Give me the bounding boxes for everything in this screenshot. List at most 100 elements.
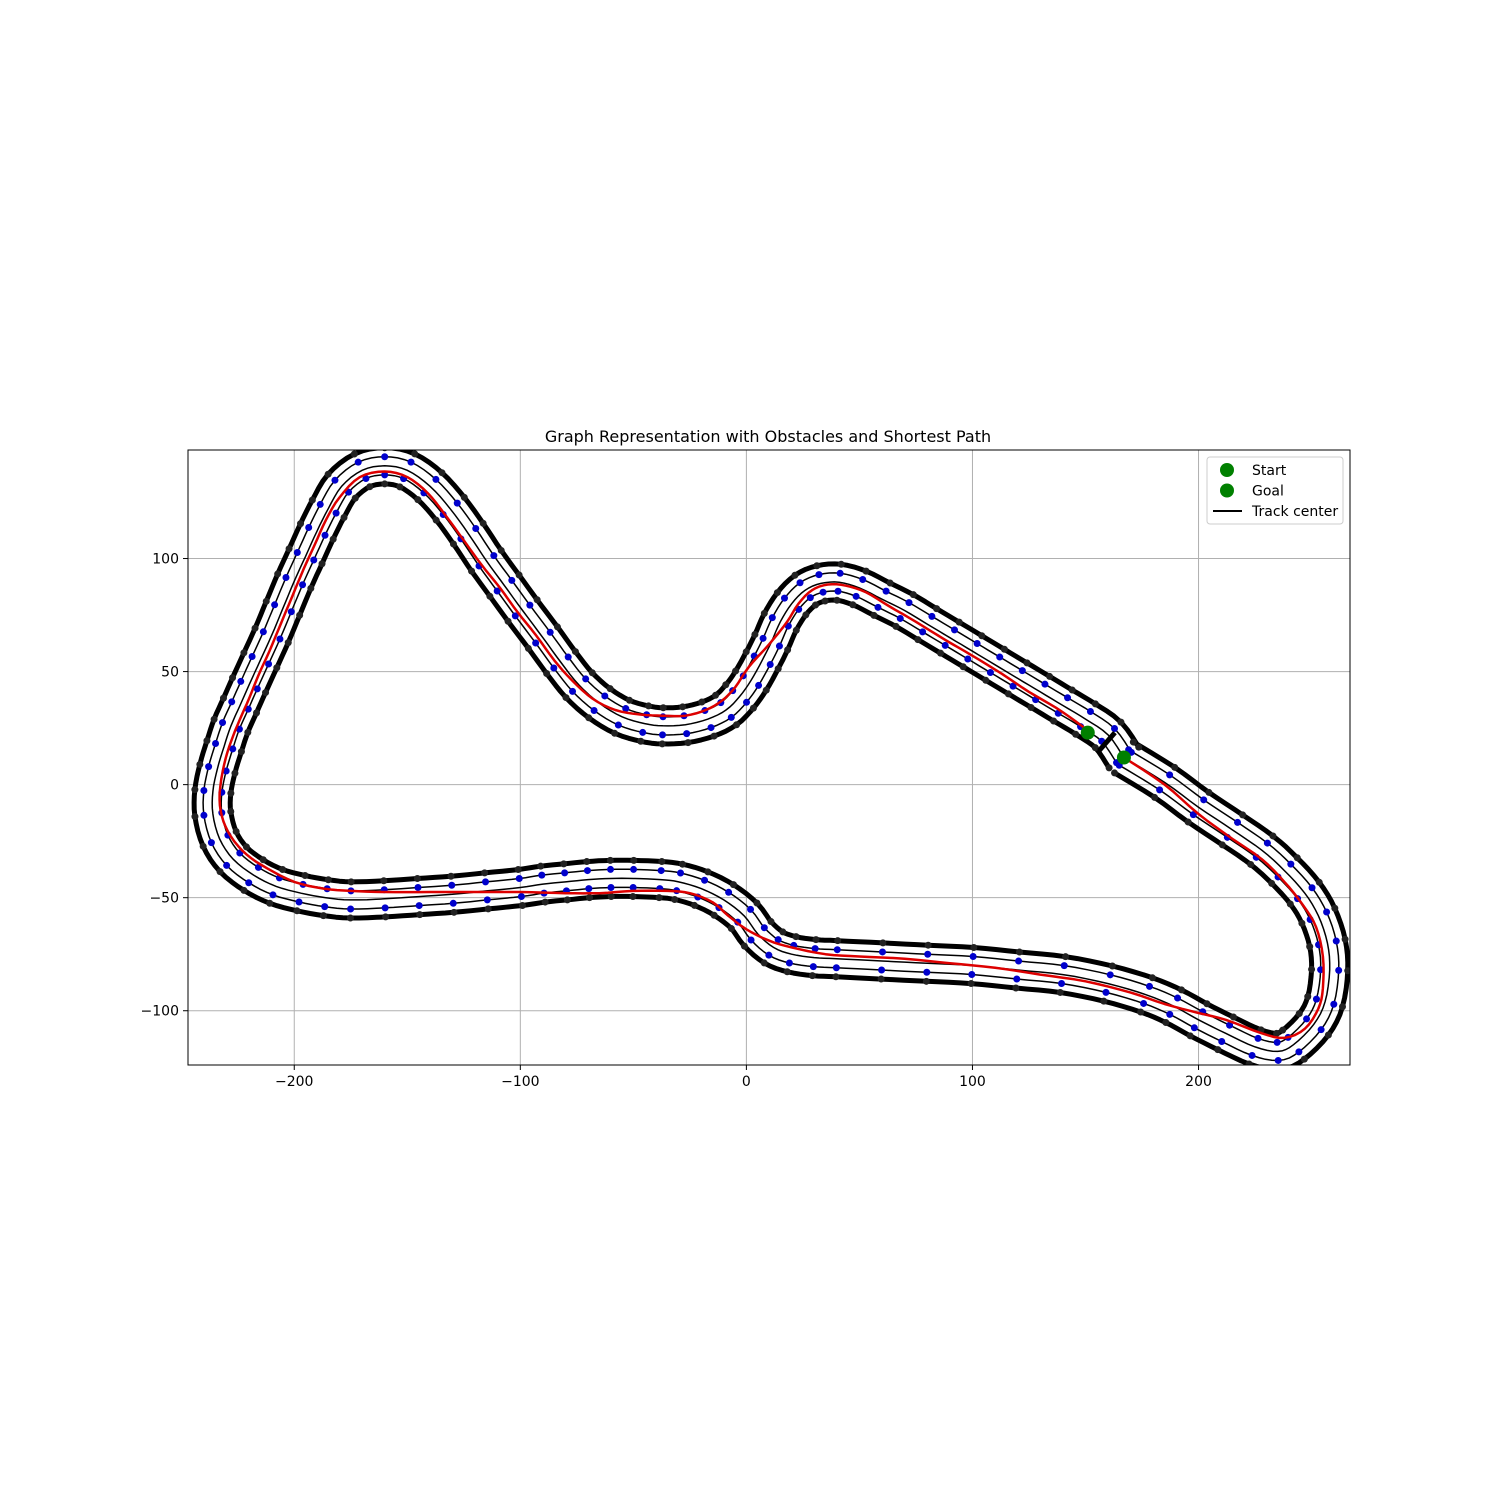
boundary-node (698, 698, 706, 706)
graph-node (607, 884, 615, 892)
y-tick-label: 0 (170, 778, 179, 794)
graph-node (878, 948, 886, 956)
boundary-node (1184, 818, 1192, 826)
boundary-node (329, 535, 337, 543)
graph-node (996, 653, 1004, 661)
graph-node (1166, 1010, 1174, 1018)
graph-node (1009, 682, 1017, 690)
boundary-node (1129, 738, 1137, 746)
boundary-node (629, 893, 637, 901)
boundary-node (229, 674, 237, 682)
graph-node (287, 608, 295, 616)
boundary-node (347, 878, 355, 886)
boundary-node (196, 760, 204, 768)
boundary-node (802, 611, 810, 619)
x-tick-label: 0 (742, 1074, 751, 1090)
graph-node (569, 687, 577, 695)
boundary-node (301, 872, 309, 880)
boundary-node (704, 868, 712, 876)
graph-node (859, 576, 867, 584)
boundary-node (497, 546, 505, 554)
boundary-node (1229, 1013, 1237, 1021)
graph-node (785, 959, 793, 967)
boundary-node (1027, 703, 1035, 711)
graph-node (228, 698, 236, 706)
graph-node (677, 869, 685, 877)
graph-node (245, 879, 253, 887)
boundary-node (1015, 948, 1023, 956)
boundary-node (774, 665, 782, 673)
boundary-node (1151, 793, 1159, 801)
boundary-node (450, 908, 458, 916)
graph-node (453, 499, 461, 507)
graph-node (1041, 680, 1049, 688)
graph-node (811, 945, 819, 953)
boundary-node (366, 483, 374, 491)
graph-node (381, 904, 389, 912)
boundary-node (307, 584, 315, 592)
graph-node (332, 509, 340, 517)
graph-node (347, 905, 355, 913)
boundary-node (879, 939, 887, 947)
axis-ticks: −200 −100 0 100 200 −100 −50 0 50 100 (141, 552, 1212, 1090)
boundary-node (1091, 700, 1099, 708)
boundary-node (273, 664, 281, 672)
graph-node (526, 601, 534, 609)
graph-node (1248, 1051, 1256, 1059)
boundary-node (413, 875, 421, 883)
graph-node (550, 664, 558, 672)
graph-node (809, 963, 817, 971)
boundary-node (1304, 993, 1312, 1001)
graph-node (1110, 724, 1118, 732)
boundary-node (308, 496, 316, 504)
boundary-node (630, 856, 638, 864)
boundary-node (727, 925, 735, 933)
boundary-node (1068, 686, 1076, 694)
graph-node (517, 892, 525, 900)
boundary-node (199, 842, 207, 850)
boundary-node (382, 913, 390, 921)
boundary-node (1341, 935, 1349, 943)
boundary-node (967, 980, 975, 988)
boundary-node (346, 914, 354, 922)
boundary-node (1205, 788, 1213, 796)
graph-node (683, 730, 691, 738)
grid-lines (188, 450, 1350, 1065)
boundary-node (773, 589, 781, 597)
graph-node (582, 675, 590, 683)
boundary-node (460, 493, 468, 501)
boundary-node (1245, 1060, 1253, 1065)
graph-node (449, 899, 457, 907)
graph-node (1234, 818, 1242, 826)
graph-node (1060, 962, 1068, 970)
boundary-node (742, 648, 750, 656)
boundary-node (1268, 879, 1276, 887)
graph-node (701, 876, 709, 884)
boundary-node (1306, 943, 1314, 951)
graph-node (483, 896, 491, 904)
graph-node (1317, 1026, 1325, 1034)
graph-node (622, 705, 630, 713)
boundary-node (712, 691, 720, 699)
boundary-node (1105, 764, 1113, 772)
boundary-node (285, 545, 293, 553)
x-tick-label: −200 (275, 1074, 313, 1090)
boundary-node (1203, 1000, 1211, 1008)
graph-node (725, 888, 733, 896)
boundary-node (1186, 1032, 1194, 1040)
boundary-node (1295, 1010, 1303, 1018)
graph-node (415, 902, 423, 910)
boundary-node (210, 715, 218, 723)
boundary-node (886, 579, 894, 587)
graph-node (986, 669, 994, 677)
graph-node (331, 476, 339, 484)
boundary-node (484, 905, 492, 913)
boundary-node (242, 843, 250, 851)
boundary-node (259, 856, 267, 864)
graph-node (432, 475, 440, 483)
boundary-node (606, 856, 614, 864)
legend-marker-goal (1220, 483, 1234, 498)
graph-node (759, 634, 767, 642)
boundary-node (296, 611, 304, 619)
